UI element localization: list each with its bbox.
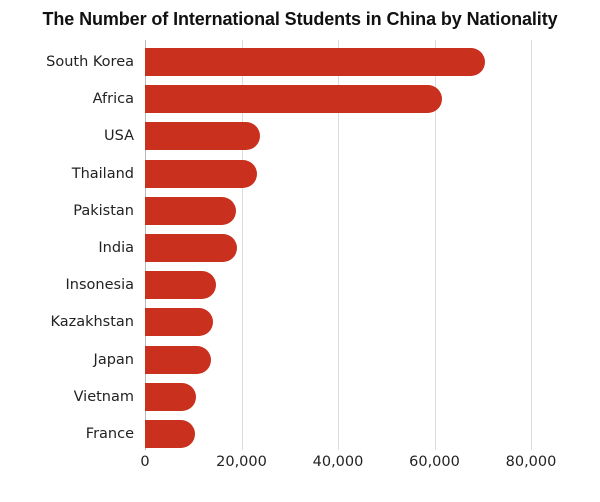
category-label: South Korea (46, 54, 134, 70)
category-label: Thailand (71, 165, 134, 182)
bar (145, 48, 485, 76)
x-tick-label: 0 (140, 454, 150, 470)
gridline (435, 40, 436, 450)
category-label: Pakistan (73, 202, 134, 219)
gridline (242, 40, 243, 450)
bar (145, 308, 213, 337)
x-tick-label: 80,000 (505, 454, 557, 470)
category-label: Japan (93, 351, 134, 368)
plot-area (145, 40, 585, 450)
x-tick-label: 40,000 (312, 454, 364, 470)
category-label: Vietnam (73, 388, 134, 405)
bar (145, 234, 237, 262)
category-label: Insonesia (65, 277, 134, 294)
x-tick-label: 20,000 (216, 454, 267, 470)
category-label: France (85, 426, 134, 442)
bar (145, 345, 211, 374)
chart-title: The Number of International Students in … (42, 9, 558, 29)
bar (145, 420, 195, 448)
category-label: Africa (92, 91, 134, 108)
x-tick-label: 60,000 (409, 454, 460, 470)
bar (145, 159, 257, 188)
bar (145, 122, 260, 151)
category-label: Kazakhstan (50, 314, 134, 331)
bar (145, 382, 196, 411)
bar (145, 271, 216, 300)
gridline (338, 40, 339, 450)
category-label: India (98, 240, 134, 256)
bar (145, 196, 236, 225)
bar (145, 85, 442, 114)
gridline (531, 40, 532, 450)
category-label: USA (103, 128, 134, 145)
